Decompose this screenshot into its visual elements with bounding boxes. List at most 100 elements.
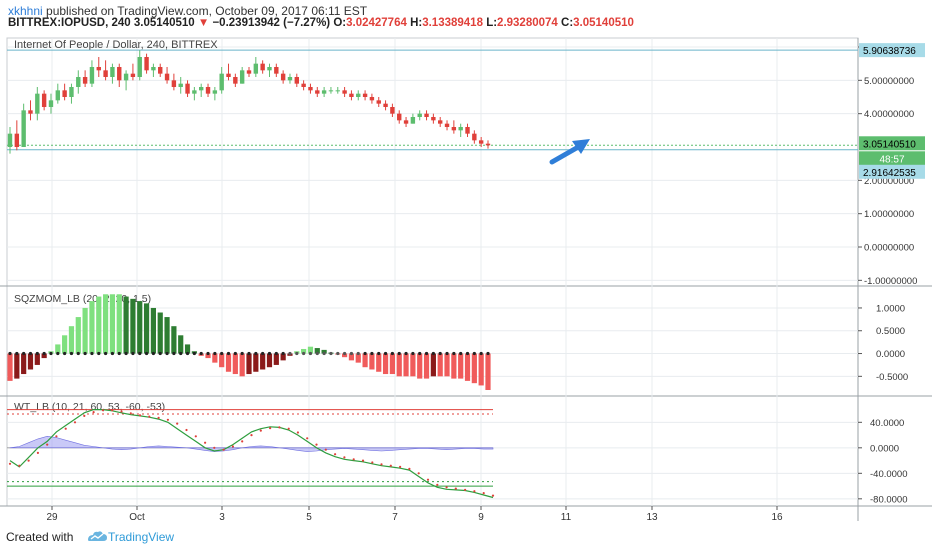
squeeze-dot [370,351,374,356]
candle-body [233,77,238,84]
candle-body [410,117,416,124]
wt2-dot [361,459,365,462]
squeeze-dot [131,351,135,356]
squeeze-dot [15,351,19,356]
candle-body [89,67,95,84]
wt2-dot [166,418,169,421]
wt2-dot [129,412,132,415]
squeeze-dot [274,351,278,356]
wt2-dot [315,443,318,446]
pane-title-price: Internet Of People / Dollar, 240, BITTRE… [14,39,218,51]
down-triangle-icon: ▼ [197,17,210,29]
squeeze-dot [295,351,299,356]
candle-body [164,73,170,81]
y-tick-label: 1.00000000 [864,209,914,220]
wt2-dot [120,410,123,413]
momentum-bar [55,344,61,354]
wt2-dot [343,456,346,459]
y-tick-label: 2.00000000 [864,176,914,187]
candle-body [55,90,60,101]
squeeze-dot [418,351,422,356]
squeeze-dot [281,351,285,356]
momentum-bar [478,353,484,386]
squeeze-dot [261,351,265,356]
low-price-tag: 2.91642535 [863,168,916,179]
squeeze-dot [472,351,476,356]
squeeze-dot [22,351,26,356]
momentum-bar [225,353,232,372]
momentum-bar [239,353,245,377]
y-tick-label: 0.0000 [870,443,899,454]
candle-body [69,87,74,97]
wt2-dot [324,448,327,451]
wt2-dot [8,462,12,465]
y-tick-label: -80.0000 [870,494,908,505]
momentum-bar [355,353,361,363]
wt2-dot [213,446,216,449]
candle-body [7,133,13,147]
squeeze-dot [117,351,121,356]
x-tick-label: 13 [646,512,658,521]
momentum-bar [437,353,443,377]
momentum-bar [232,353,238,375]
y-tick-label: 0.0000 [876,349,905,360]
wt2-dot [46,443,49,446]
squeeze-dot [254,351,258,356]
y-tick-label: 4.00000000 [864,109,914,120]
author-link[interactable]: xkhhni [8,4,43,18]
wt2-dot [250,434,253,437]
squeeze-dot [308,351,313,356]
candle-body [424,113,429,117]
squeeze-dot [233,351,237,356]
candle-body [130,73,136,77]
x-tick-label: 16 [771,512,783,521]
candle-body [342,90,347,94]
momentum-bar [171,326,177,354]
candle-body [144,57,149,71]
candle-body [301,83,306,87]
candle-body [171,80,177,87]
squeeze-dot [49,351,53,356]
wt2-dot [73,421,77,424]
candle-body [438,120,443,124]
momentum-bar [410,353,416,377]
momentum-bar [396,353,402,377]
tradingview-brand[interactable]: TradingView [108,530,175,544]
momentum-bar [451,353,457,379]
squeeze-dot [315,351,319,356]
candle-body [158,67,163,74]
candle-body [35,93,40,114]
x-tick-label: 3 [219,512,225,521]
candle-body [315,90,320,94]
squeeze-dot [377,351,381,356]
momentum-bar [369,353,375,370]
candle-body [103,70,108,77]
squeeze-dot [90,351,94,356]
candle-body [96,67,101,71]
candle-body [117,67,122,81]
chart-svg[interactable]: 29Oct35791113166.000000005.000000004.000… [0,34,932,523]
squeeze-dot [97,351,101,356]
squeeze-dot [397,351,401,356]
low-label: L: [486,17,498,29]
squeeze-dot [336,351,340,356]
chart-area[interactable]: 29Oct35791113166.000000005.000000004.000… [0,34,932,523]
candle-body [28,110,33,114]
candle-body [151,67,156,71]
squeeze-dot [226,351,231,356]
candle-body [390,107,395,114]
close-label: C: [561,17,574,29]
squeeze-dot [185,351,190,356]
arrow-shaft [549,143,583,165]
momentum-bar [130,298,136,354]
ohlc-line: BITTREX:IOPUSD, 240 3.05140510 ▼ −0.2391… [8,17,634,29]
momentum-bar [444,353,450,377]
momentum-bar [342,353,348,358]
squeeze-dot [329,351,333,356]
squeeze-dot [383,351,388,356]
wt2-dot [101,409,104,412]
squeeze-dot [452,351,456,356]
y-tick-label: 1.0000 [876,303,905,314]
momentum-bar [82,307,88,354]
squeeze-dot [479,351,483,356]
